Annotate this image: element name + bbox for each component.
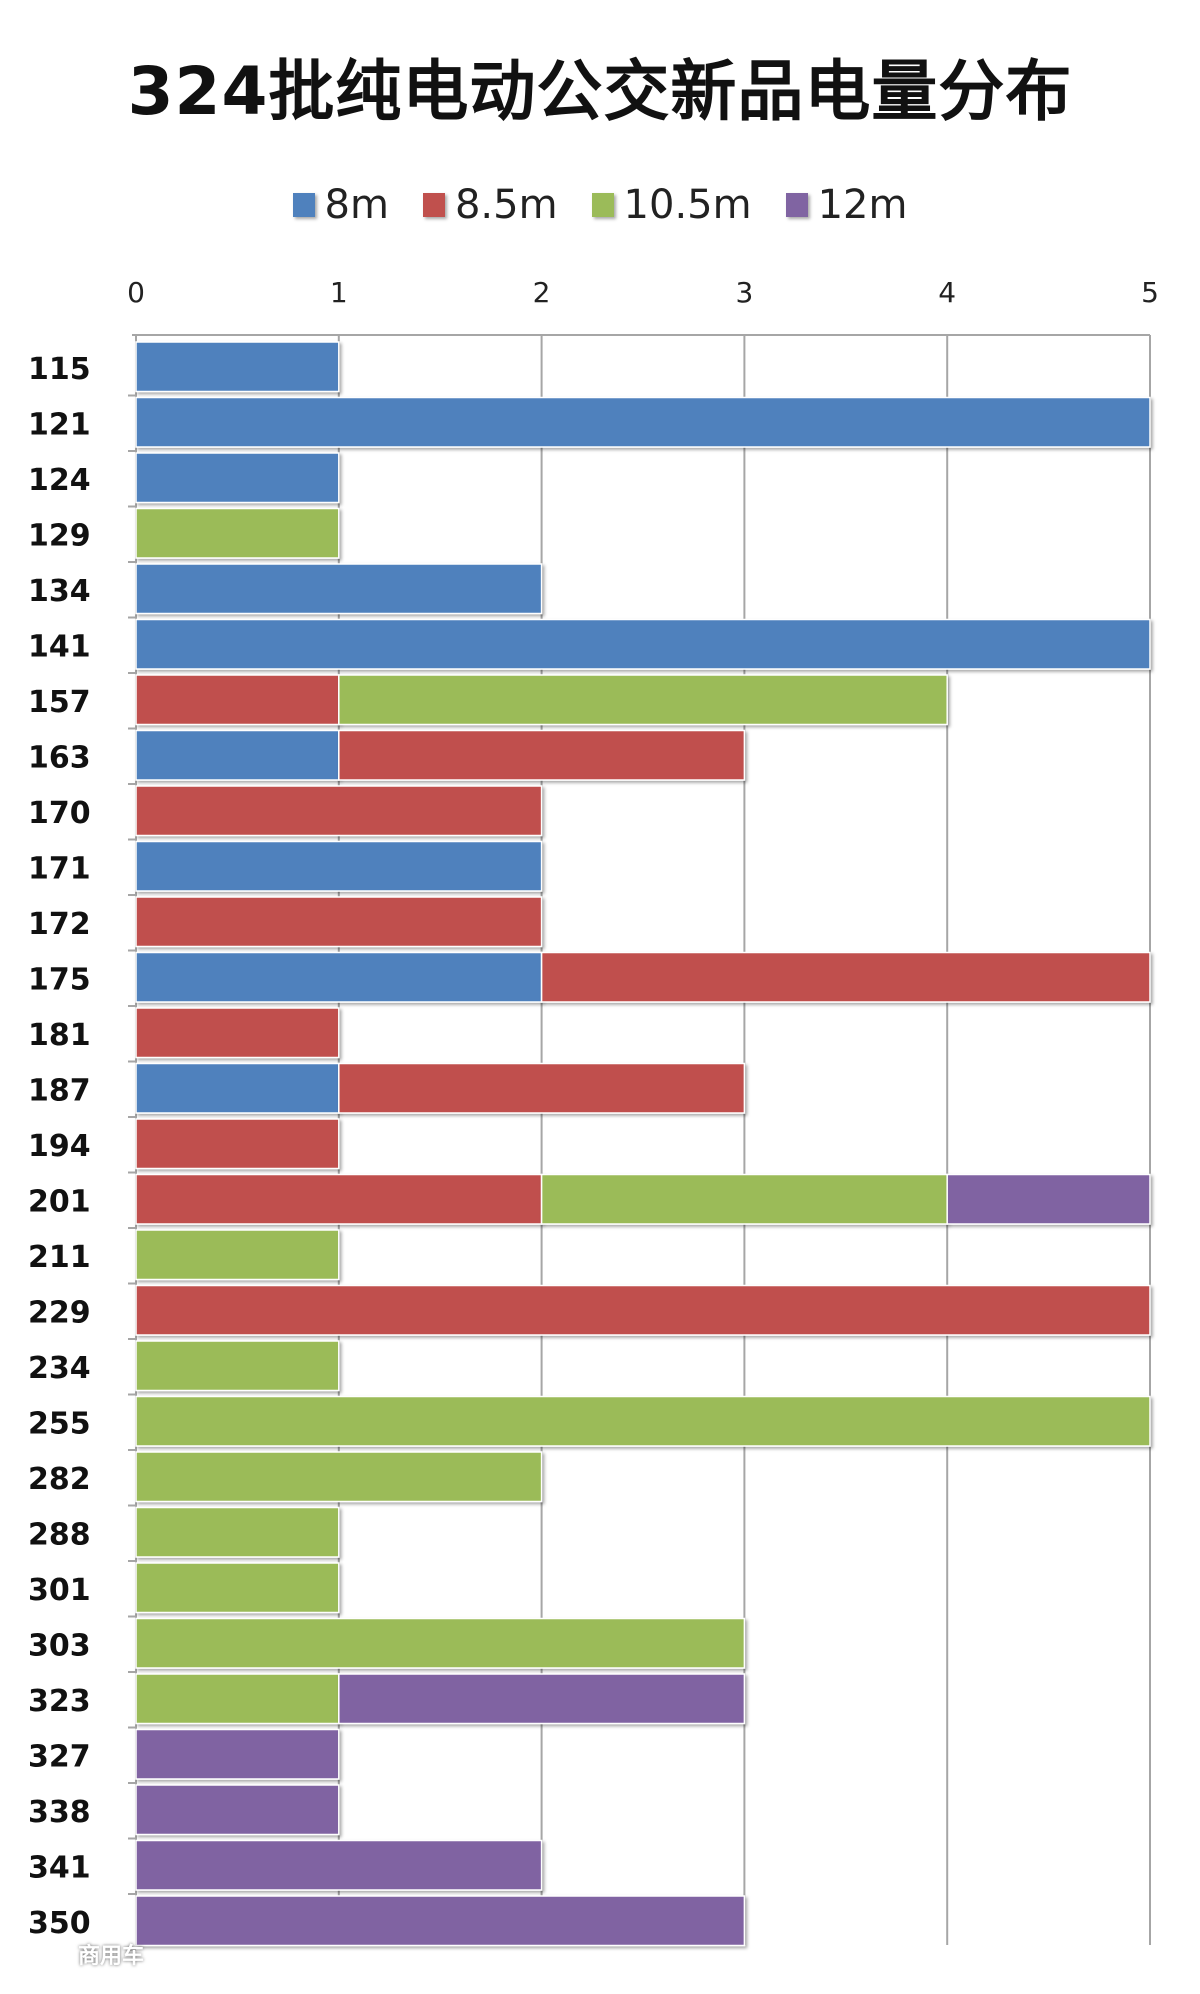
- y-tick-label: 141: [28, 629, 91, 664]
- bar-10_5m-303: [135, 1617, 746, 1669]
- bar-12m-341: [135, 1839, 543, 1891]
- bar-8_5m-163: [338, 729, 746, 781]
- bar-8_5m-157: [135, 674, 340, 726]
- y-tick-label: 211: [28, 1240, 91, 1275]
- bar-8_5m-194: [135, 1118, 340, 1170]
- y-tick-label: 121: [28, 407, 91, 442]
- y-tick-label: 201: [28, 1184, 91, 1219]
- bar-10_5m-255: [135, 1395, 1151, 1447]
- y-tick-label: 163: [28, 740, 91, 775]
- watermark-text: 商用车: [78, 1944, 145, 1969]
- y-tick-label: 194: [28, 1129, 91, 1164]
- y-tick-label: 157: [28, 685, 91, 720]
- legend-swatch: [292, 193, 315, 217]
- bar-10_5m-323: [135, 1673, 340, 1725]
- legend: 8m 8.5m 10.5m 12m: [0, 182, 1200, 228]
- bar-10_5m-211: [135, 1229, 340, 1281]
- bar-8m-115: [135, 341, 340, 393]
- legend-swatch: [422, 193, 445, 217]
- legend-label: 10.5m: [623, 182, 752, 228]
- y-tick-label: 288: [28, 1517, 91, 1552]
- x-tick-label: 3: [735, 276, 753, 309]
- y-tick-label: 171: [28, 851, 91, 886]
- bar-8m-121: [135, 396, 1151, 448]
- y-tick-label: 170: [28, 796, 91, 831]
- legend-item: 8.5m: [422, 182, 558, 228]
- bar-8m-134: [135, 563, 543, 615]
- bar-8m-141: [135, 618, 1151, 670]
- bar-10_5m-282: [135, 1451, 543, 1503]
- bar-8m-171: [135, 840, 543, 892]
- bar-12m-338: [135, 1784, 340, 1836]
- bar-8m-163: [135, 729, 340, 781]
- x-tick-label: 2: [533, 276, 551, 309]
- y-tick-label: 134: [28, 574, 91, 609]
- y-tick-label: 301: [28, 1573, 91, 1608]
- y-tick-label: 327: [28, 1739, 91, 1774]
- y-tick-label: 234: [28, 1351, 91, 1386]
- y-tick-label: 181: [28, 1018, 91, 1053]
- y-tick-label: 303: [28, 1628, 91, 1663]
- bar-8_5m-170: [135, 785, 543, 837]
- y-tick-label: 282: [28, 1462, 91, 1497]
- bar-8_5m-187: [338, 1062, 746, 1114]
- bar-12m-350: [135, 1895, 746, 1947]
- chart-title: 324批纯电动公交新品电量分布: [127, 53, 1073, 130]
- bar-10_5m-157: [338, 674, 948, 726]
- y-tick-label: 350: [28, 1906, 91, 1941]
- bar-12m-323: [338, 1673, 746, 1725]
- y-tick-label: 229: [28, 1295, 91, 1330]
- y-tick-label: 255: [28, 1406, 91, 1441]
- bar-8_5m-181: [135, 1007, 340, 1059]
- bar-10_5m-301: [135, 1562, 340, 1614]
- legend-label: 8m: [324, 182, 389, 228]
- bar-8_5m-229: [135, 1284, 1151, 1336]
- bar-8_5m-201: [135, 1173, 543, 1225]
- bar-8m-187: [135, 1062, 340, 1114]
- bar-8m-175: [135, 951, 543, 1003]
- legend-label: 8.5m: [454, 182, 558, 228]
- legend-item: 8m: [292, 182, 389, 228]
- bar-8_5m-175: [540, 951, 1151, 1003]
- x-tick-label: 0: [127, 276, 145, 309]
- y-tick-label: 341: [28, 1850, 91, 1885]
- y-tick-label: 172: [28, 907, 91, 942]
- y-tick-label: 323: [28, 1684, 91, 1719]
- x-tick-label: 4: [938, 276, 956, 309]
- legend-item: 12m: [785, 182, 908, 228]
- bar-10_5m-201: [540, 1173, 948, 1225]
- bar-10_5m-234: [135, 1340, 340, 1392]
- bar-10_5m-288: [135, 1506, 340, 1558]
- bar-10_5m-129: [135, 507, 340, 559]
- y-tick-label: 129: [28, 518, 91, 553]
- legend-swatch: [785, 193, 808, 217]
- y-tick-label: 124: [28, 463, 91, 498]
- y-tick-label: 115: [28, 352, 91, 387]
- legend-swatch: [591, 193, 614, 217]
- bar-8m-124: [135, 452, 340, 504]
- legend-label: 12m: [817, 182, 908, 228]
- bar-12m-327: [135, 1728, 340, 1780]
- bar-12m-201: [946, 1173, 1151, 1225]
- y-tick-label: 187: [28, 1073, 91, 1108]
- y-tick-label: 338: [28, 1795, 91, 1830]
- bar-8_5m-172: [135, 896, 543, 948]
- x-tick-label: 1: [330, 276, 348, 309]
- y-tick-label: 175: [28, 962, 91, 997]
- x-tick-label: 5: [1141, 276, 1159, 309]
- legend-item: 10.5m: [591, 182, 752, 228]
